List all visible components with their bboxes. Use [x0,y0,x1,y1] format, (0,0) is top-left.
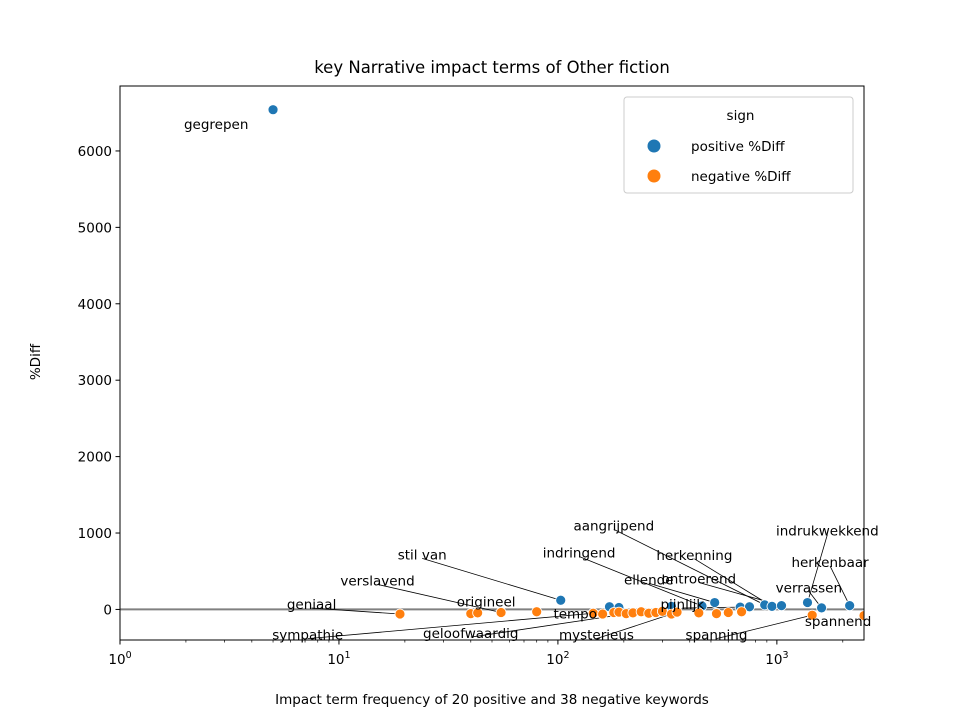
x-tick-base: 10 [327,652,344,668]
annotation-label: geniaal [287,597,336,613]
point-positive [802,598,812,608]
y-tick-label: 1000 [78,526,112,542]
annotation-label: origineel [457,594,516,610]
x-tick-exponent: 1 [345,650,351,661]
annotation-label: herkenbaar [791,555,869,571]
legend-entry-label: negative %Diff [691,169,791,185]
y-tick-label: 4000 [78,297,112,313]
annotation-label: mysterieus [559,628,634,644]
annotation-label: spanning [686,628,748,644]
point-positive [845,601,855,611]
point-positive [556,595,566,605]
point-negative [532,607,542,617]
legend: sign positive %Diff negative %Diff [624,97,853,193]
y-tick-label: 2000 [78,450,112,466]
annotation-label: aangrijpend [573,518,654,534]
chart-title: key Narrative impact terms of Other fict… [314,58,670,77]
point-negative [737,607,747,617]
legend-entry-label: positive %Diff [691,139,785,155]
point-negative [723,607,733,617]
point-positive [817,603,827,613]
annotation-label: tempo [553,606,597,622]
annotation-label: pijnlijk [660,597,704,613]
legend-title: sign [727,108,755,124]
y-axis-label: %Diff [28,343,44,380]
point-positive [767,601,777,611]
annotation-label: gegrepen [184,117,248,133]
legend-marker [648,140,661,153]
x-tick-base: 10 [108,652,125,668]
annotation-label: indringend [543,546,616,562]
annotation-label: verrassen [776,580,842,596]
annotation-label: spannend [805,614,871,630]
point-positive [268,105,278,115]
y-tick-label: 0 [103,602,112,618]
annotation-label: sympathie [272,628,343,644]
annotation-label: verslavend [340,573,414,589]
x-tick-exponent: 3 [782,650,788,661]
x-tick-base: 10 [765,652,782,668]
point-negative [598,609,608,619]
y-tick-label: 5000 [78,220,112,236]
annotation-label: ontroerend [661,571,736,587]
x-tick-exponent: 0 [126,650,132,661]
x-tick-exponent: 2 [563,650,569,661]
annotation-label: stil van [398,547,447,563]
point-negative [395,609,405,619]
y-tick-label: 3000 [78,373,112,389]
point-negative [711,609,721,619]
point-positive [710,598,720,608]
x-axis-label: Impact term frequency of 20 positive and… [275,692,709,708]
legend-marker [648,170,661,183]
x-tick-base: 10 [546,652,563,668]
y-tick-label: 6000 [78,144,112,160]
annotation-label: indrukwekkend [776,524,879,540]
point-positive [777,601,787,611]
annotation-label: herkenning [656,548,732,564]
